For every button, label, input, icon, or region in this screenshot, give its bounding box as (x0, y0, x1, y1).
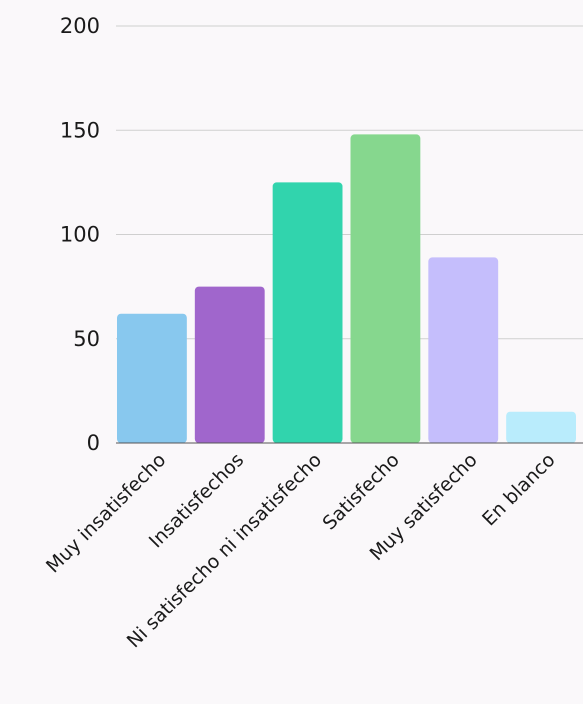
y-tick-label: 0 (87, 431, 100, 455)
x-tick-label: Muy insatisfecho (42, 449, 170, 577)
y-tick-label: 50 (73, 327, 100, 351)
bar (428, 257, 499, 443)
x-tick-label: En blanco (478, 449, 559, 530)
bar (272, 182, 343, 443)
x-tick-label: Satisfecho (319, 449, 404, 534)
bar (194, 286, 265, 443)
y-tick-label: 200 (60, 14, 100, 38)
y-axis-ticks: 0 50 100 150 200 (60, 14, 100, 455)
y-tick-label: 100 (60, 223, 100, 247)
bar (350, 134, 421, 444)
bar (506, 411, 576, 443)
y-tick-label: 150 (60, 118, 100, 142)
bars (117, 134, 576, 444)
bar (117, 313, 187, 443)
gridlines (116, 25, 583, 340)
